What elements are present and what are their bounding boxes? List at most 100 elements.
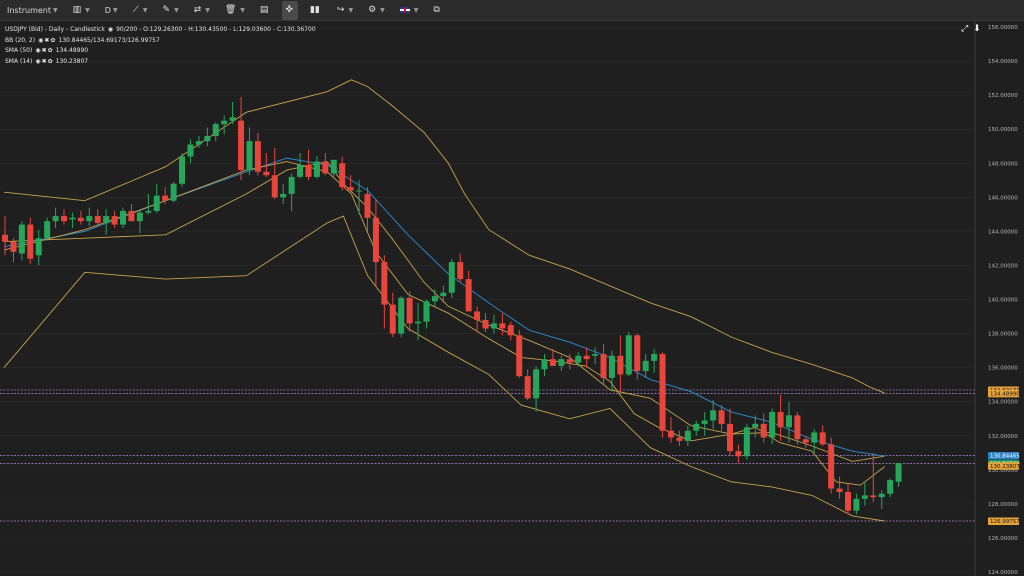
- close-icon[interactable]: ✖: [41, 57, 47, 65]
- candle-body-up[interactable]: [895, 463, 902, 482]
- candle-body-down[interactable]: [516, 335, 523, 377]
- candle-body-up[interactable]: [229, 117, 236, 121]
- chart-area[interactable]: 156.00000 154.00000 152.00000 150.00000 148.…: [0, 21, 1024, 576]
- candle-body-up[interactable]: [153, 195, 160, 211]
- candle-body-up[interactable]: [52, 216, 59, 222]
- candle-body-down[interactable]: [583, 355, 590, 360]
- candle-body-down[interactable]: [94, 216, 101, 223]
- candle-body-down[interactable]: [364, 193, 371, 218]
- candle-body-up[interactable]: [35, 238, 42, 256]
- candle-body-down[interactable]: [760, 423, 767, 438]
- candle-body-down[interactable]: [870, 495, 877, 498]
- candle-body-down[interactable]: [77, 217, 84, 222]
- close-icon[interactable]: ✖: [44, 36, 50, 44]
- line-tool-button[interactable]: ⟋ ▼: [130, 1, 151, 20]
- candle-body-down[interactable]: [718, 410, 725, 424]
- candle-body-up[interactable]: [246, 141, 253, 171]
- candle-body-down[interactable]: [381, 262, 388, 305]
- candle-body-down[interactable]: [549, 359, 556, 366]
- candle-body-down[interactable]: [10, 241, 17, 252]
- candle-body-up[interactable]: [288, 176, 295, 194]
- eye-icon[interactable]: ◉: [35, 57, 41, 65]
- layout-button[interactable]: ▤: [257, 1, 274, 20]
- candle-body-up[interactable]: [448, 262, 455, 293]
- share-button[interactable]: ↪ ▼: [334, 1, 356, 20]
- candle-body-up[interactable]: [592, 354, 599, 356]
- candle-body-down[interactable]: [836, 488, 843, 493]
- candle-body-up[interactable]: [743, 427, 750, 457]
- candle-body-down[interactable]: [726, 423, 733, 452]
- candle-body-up[interactable]: [533, 369, 540, 399]
- candle-body-down[interactable]: [845, 492, 851, 511]
- scroll-to-end-icon[interactable]: ⬇: [973, 24, 982, 34]
- crosshair-button[interactable]: ✜: [282, 0, 298, 20]
- candle-body-down[interactable]: [566, 359, 573, 363]
- candle-body-up[interactable]: [651, 354, 658, 361]
- gear-icon[interactable]: ✿: [47, 47, 53, 54]
- popout-button[interactable]: ⧉: [430, 1, 444, 20]
- ruler-button[interactable]: ✎ ▼: [160, 1, 182, 20]
- candle-body-up[interactable]: [313, 161, 320, 177]
- candle-body-up[interactable]: [120, 210, 127, 225]
- candle-body-down[interactable]: [339, 163, 346, 188]
- compare-button[interactable]: ⇄ ▼: [191, 1, 213, 20]
- candle-body-up[interactable]: [136, 212, 143, 222]
- candle-body-up[interactable]: [145, 210, 152, 213]
- candle-body-up[interactable]: [415, 321, 422, 324]
- candle-body-up[interactable]: [187, 144, 194, 157]
- candle-body-up[interactable]: [44, 221, 51, 239]
- candle-body-up[interactable]: [541, 359, 548, 370]
- candle-body-up[interactable]: [170, 183, 177, 201]
- candle-body-up[interactable]: [330, 159, 337, 174]
- candle-body-up[interactable]: [878, 493, 885, 498]
- candle-body-down[interactable]: [802, 439, 809, 443]
- candle-body-up[interactable]: [204, 136, 211, 142]
- candle-body-down[interactable]: [162, 195, 169, 201]
- candle-body-down[interactable]: [600, 354, 607, 378]
- candle-body-down[interactable]: [794, 415, 801, 440]
- candle-body-down[interactable]: [128, 210, 135, 222]
- gear-icon[interactable]: ✿: [47, 57, 53, 65]
- candle-body-up[interactable]: [280, 193, 287, 198]
- candle-body-up[interactable]: [86, 216, 93, 222]
- candle-body-down[interactable]: [27, 224, 34, 259]
- candle-body-up[interactable]: [693, 423, 700, 431]
- candle-body-down[interactable]: [406, 297, 413, 324]
- candle-body-down[interactable]: [676, 437, 683, 441]
- eye-icon[interactable]: ◉: [35, 47, 41, 54]
- candle-body-down[interactable]: [457, 262, 464, 280]
- candle-body-up[interactable]: [423, 301, 430, 322]
- candle-body-down[interactable]: [111, 216, 118, 225]
- candle-body-up[interactable]: [18, 224, 25, 254]
- candle-body-down[interactable]: [263, 171, 270, 176]
- candle-body-down[interactable]: [61, 216, 68, 222]
- chart-type-button[interactable]: ▥ ▼: [70, 1, 93, 20]
- candle-body-up[interactable]: [356, 190, 363, 192]
- candle-body-down[interactable]: [2, 234, 8, 242]
- candle-body-up[interactable]: [221, 120, 228, 125]
- candle-body-up[interactable]: [861, 495, 868, 499]
- candle-body-down[interactable]: [372, 217, 379, 263]
- candle-body-up[interactable]: [69, 217, 76, 220]
- candle-body-up[interactable]: [625, 335, 632, 375]
- candle-body-down[interactable]: [507, 325, 514, 336]
- candle-body-up[interactable]: [297, 164, 304, 177]
- candle-body-up[interactable]: [853, 498, 860, 511]
- language-selector[interactable]: ▼: [397, 1, 422, 20]
- candle-body-up[interactable]: [490, 323, 497, 329]
- candle-body-up[interactable]: [785, 415, 792, 428]
- candle-body-up[interactable]: [608, 355, 615, 378]
- candle-body-up[interactable]: [710, 410, 717, 421]
- candle-body-up[interactable]: [887, 480, 894, 494]
- candle-body-down[interactable]: [482, 319, 489, 329]
- fullscreen-icon[interactable]: ⤢: [961, 24, 970, 34]
- candle-body-down[interactable]: [254, 141, 261, 172]
- candle-body-up[interactable]: [811, 432, 818, 443]
- candle-body-down[interactable]: [499, 323, 506, 329]
- delete-drawings-button[interactable]: 🗑 ▼: [222, 1, 248, 20]
- gear-icon[interactable]: ✿: [50, 36, 56, 44]
- candle-body-down[interactable]: [524, 376, 531, 399]
- candle-body-up[interactable]: [179, 156, 186, 184]
- close-icon[interactable]: ✖: [41, 47, 47, 54]
- candle-body-down[interactable]: [389, 304, 396, 334]
